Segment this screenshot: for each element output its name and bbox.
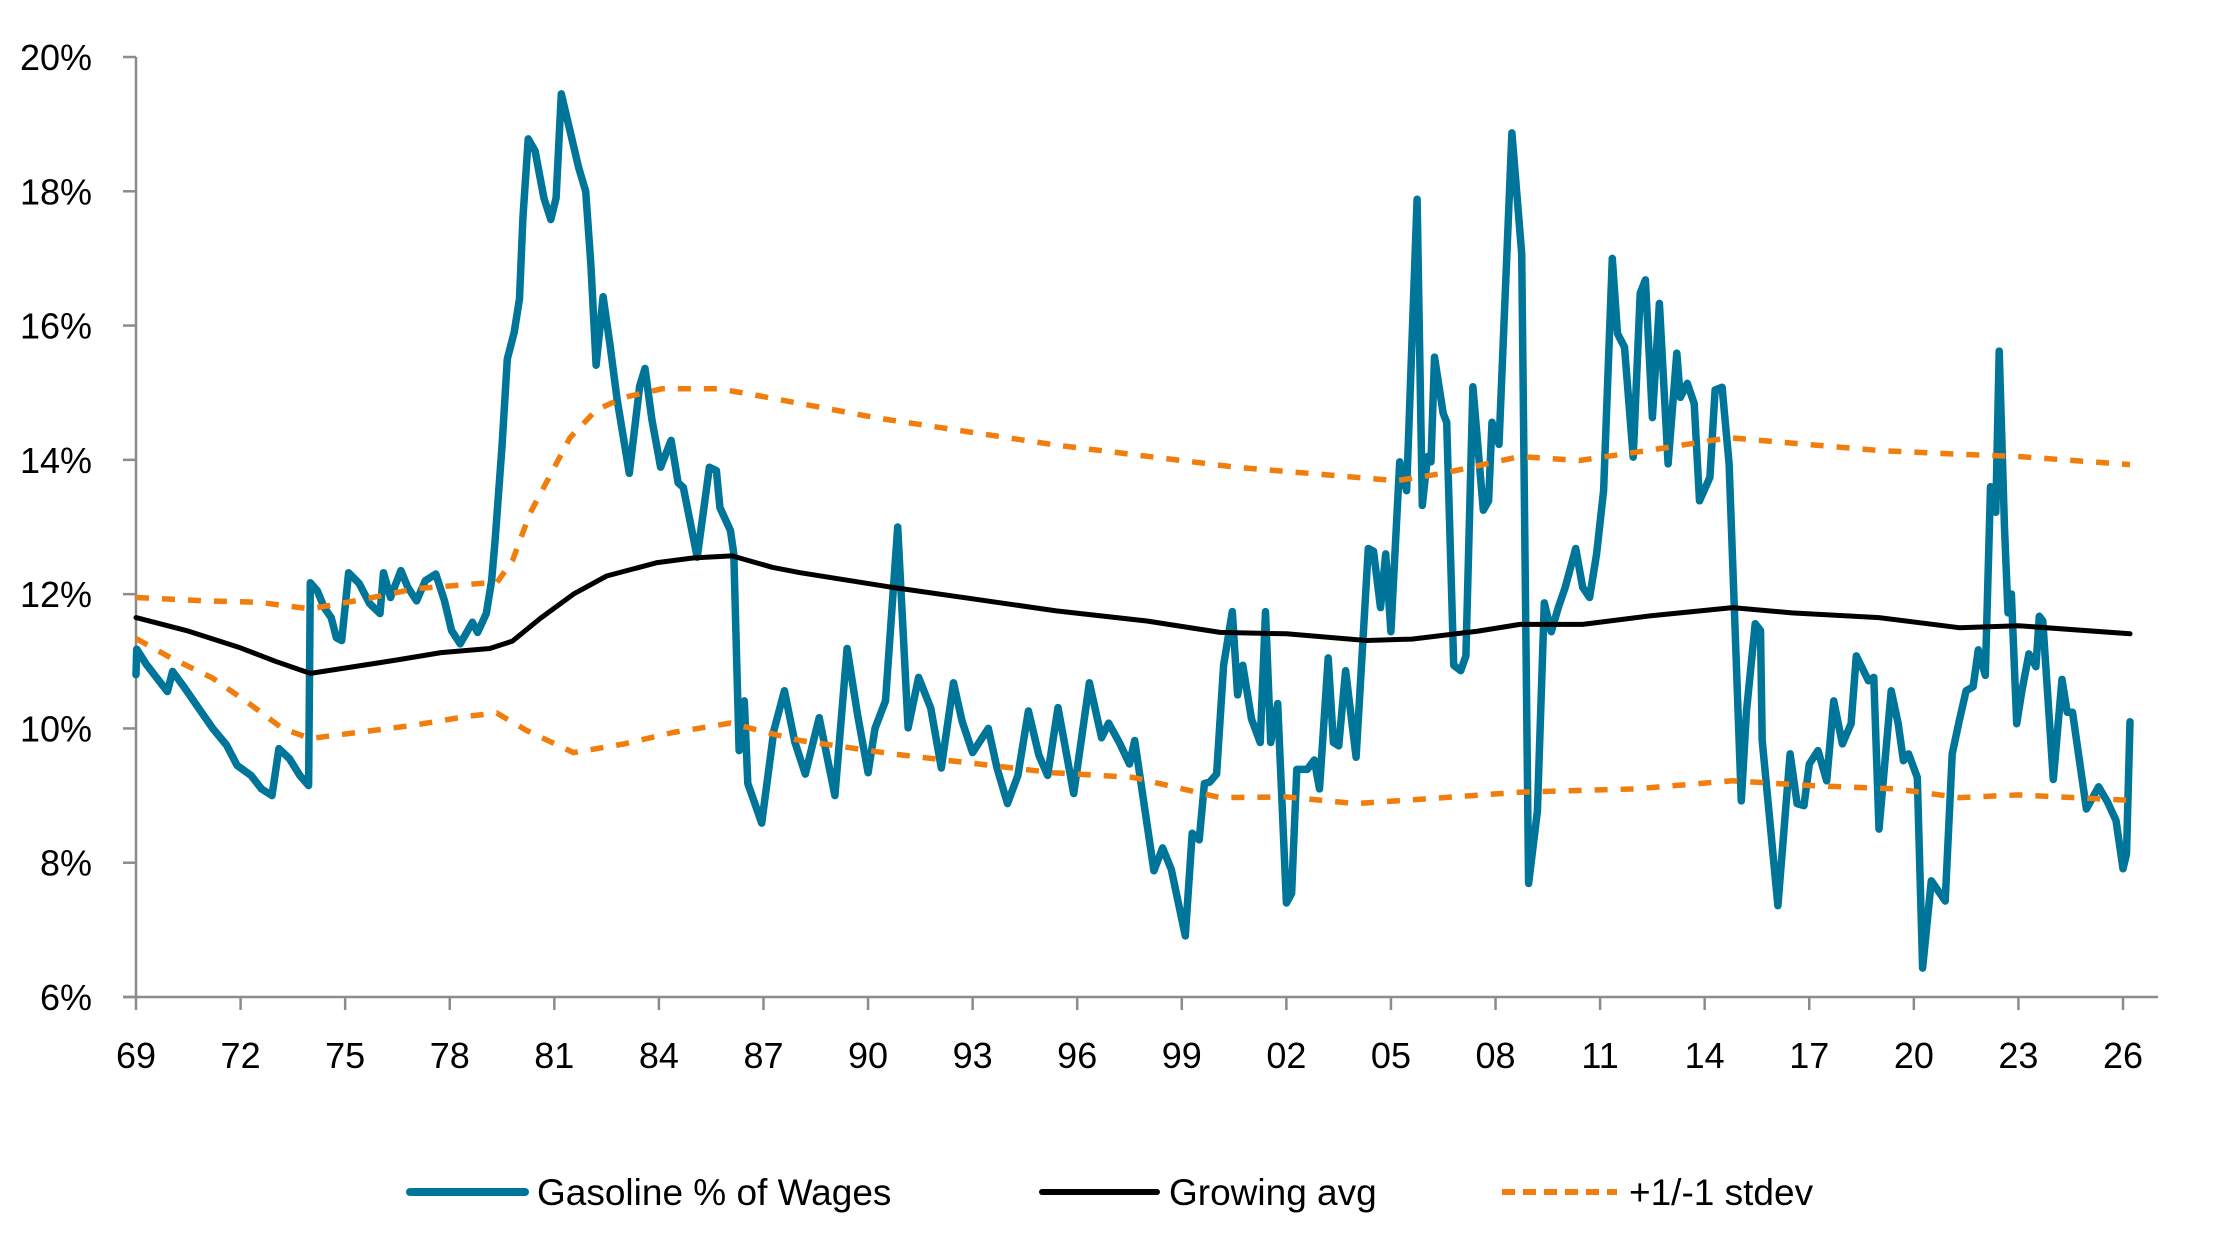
legend-label: Gasoline % of Wages [537, 1172, 891, 1213]
series [132, 90, 2134, 972]
legend-item-growing-avg: Growing avg [1039, 1172, 1377, 1213]
y-tick-label: 20% [20, 37, 92, 78]
x-tick-label: 93 [953, 1035, 993, 1076]
x-tick-label: 11 [1581, 1035, 1618, 1076]
x-tick-label: 72 [221, 1035, 261, 1076]
y-tick-label: 10% [20, 708, 92, 749]
x-tick-label: 99 [1162, 1035, 1202, 1076]
x-tick-label: 08 [1476, 1035, 1516, 1076]
y-axis-ticks: 6% 8% 10% 12% 14% 16% 18% 20% [20, 37, 136, 1018]
y-tick-label: 16% [20, 306, 92, 347]
series-line-growing-avg [133, 553, 2133, 676]
x-tick-label: 05 [1371, 1035, 1411, 1076]
x-tick-label: 20 [1894, 1035, 1934, 1076]
x-tick-label: 69 [116, 1035, 156, 1076]
x-tick-label: 17 [1789, 1035, 1829, 1076]
x-tick-label: 84 [639, 1035, 679, 1076]
legend-item-gasoline-of-wages: Gasoline % of Wages [406, 1172, 891, 1213]
series-line-gasoline-of-wages [132, 90, 2134, 972]
x-tick-label: 87 [743, 1035, 783, 1076]
y-tick-label: 8% [40, 843, 92, 884]
axes: 6% 8% 10% 12% 14% 16% 18% 20% 69 72 75 78 81 84 87 90 9… [20, 37, 2158, 1076]
x-tick-label: 78 [430, 1035, 470, 1076]
x-tick-label: 96 [1057, 1035, 1097, 1076]
legend: Gasoline % of Wages Growing avg +1/-1 stde… [406, 1172, 1814, 1213]
x-tick-label: 02 [1266, 1035, 1306, 1076]
x-tick-label: 75 [325, 1035, 365, 1076]
y-tick-label: 18% [20, 171, 92, 212]
y-tick-label: 6% [40, 977, 92, 1018]
x-tick-label: 81 [534, 1035, 574, 1076]
x-tick-label: 23 [1998, 1035, 2038, 1076]
x-tick-label: 90 [848, 1035, 888, 1076]
x-axis-ticks: 69 72 75 78 81 84 87 90 93 96 99 02 05 08 11 14 17 20 23 26 [116, 997, 2143, 1076]
y-tick-label: 12% [20, 574, 92, 615]
y-tick-label: 14% [20, 440, 92, 481]
x-tick-label: 14 [1685, 1035, 1725, 1076]
series-line-1-stdev [134, 636, 2131, 807]
x-tick-label: 26 [2103, 1035, 2143, 1076]
legend-item-1-1-stdev: +1/-1 stdev [1502, 1172, 1814, 1213]
legend-label: +1/-1 stdev [1629, 1172, 1814, 1213]
legend-label: Growing avg [1169, 1172, 1377, 1213]
